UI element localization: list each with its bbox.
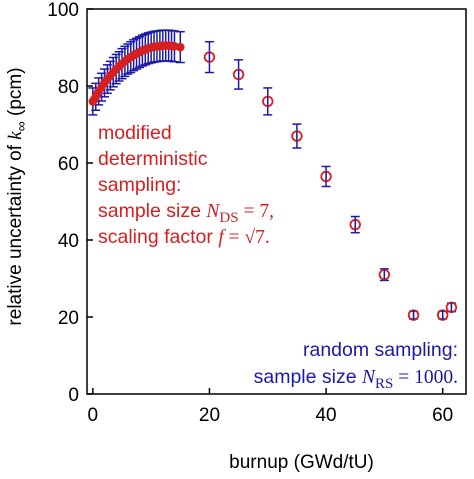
axis-ticks: 0 20 40 60 80 100 0 20 40 60 [47,0,453,426]
annotation-blue-line-2: sample size NRS = 1000. [254,366,458,392]
y-tick-label: 0 [68,385,79,406]
annotation-blue-line-2-subscript: RS [375,376,393,392]
x-tick-label: 20 [199,405,220,426]
annotation-red-line-5-prefix: scaling factor [98,226,218,248]
annotation-red-line-4-suffix: = 7, [239,201,274,222]
annotation-red-line-1: modified [98,122,172,144]
annotation-red-line-3: sampling: [98,174,181,196]
y-tick-label: 60 [58,154,79,175]
y-axis-label-suffix: (pcm) [5,67,26,121]
x-tick-label: 60 [432,405,453,426]
data-point [175,42,185,52]
y-axis-label-symbol: k [5,131,26,140]
y-tick-label: 80 [58,77,79,98]
annotation-red-line-4-symbol: N [205,201,220,222]
annotation-red-line-4-prefix: sample size [98,200,206,222]
series-random-sampling-points [203,51,458,321]
plot-frame [86,8,467,395]
x-tick-label: 40 [315,405,336,426]
annotation-deterministic-sampling: modified deterministic sampling: sample … [98,122,274,248]
annotation-random-sampling: random sampling: sample size NRS = 1000. [254,339,458,392]
annotation-blue-line-2-prefix: sample size [254,366,362,388]
annotation-red-line-4-subscript: DS [219,210,238,226]
y-tick-label: 100 [47,0,79,21]
y-axis-label-subscript: ∞ [13,121,29,131]
series-layer [88,29,458,321]
annotation-blue-line-1: random sampling: [303,339,458,361]
y-axis-label: relative uncertainty of k∞ (pcm) [5,67,29,325]
annotation-red-line-2: deterministic [98,148,208,170]
y-tick-label: 40 [58,231,79,252]
annotation-blue-line-2-suffix: = 1000. [393,367,458,388]
annotation-red-line-5: scaling factor f = √7. [98,226,270,248]
annotation-red-line-5-symbol: f [218,227,226,248]
y-tick-label: 20 [58,308,79,329]
annotation-red-line-4: sample size NDS = 7, [98,200,274,226]
y-axis-label-prefix: relative uncertainty of [5,140,26,326]
annotation-red-line-5-suffix: = √7. [224,227,270,248]
x-tick-label: 0 [88,405,99,426]
annotation-blue-line-2-symbol: N [361,367,376,388]
x-axis-label: burnup (GWd/tU) [229,452,374,473]
series-deterministic-sampling [88,41,185,106]
